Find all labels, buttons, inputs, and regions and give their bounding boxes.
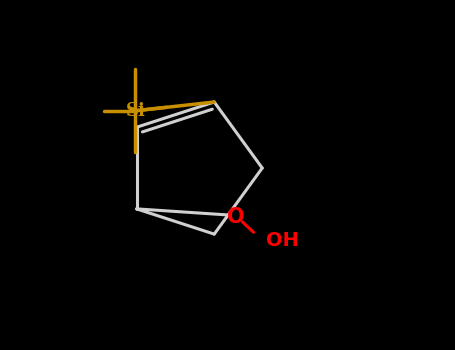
Text: Si: Si [126, 102, 146, 120]
Text: O: O [228, 206, 245, 227]
Text: OH: OH [266, 231, 298, 251]
